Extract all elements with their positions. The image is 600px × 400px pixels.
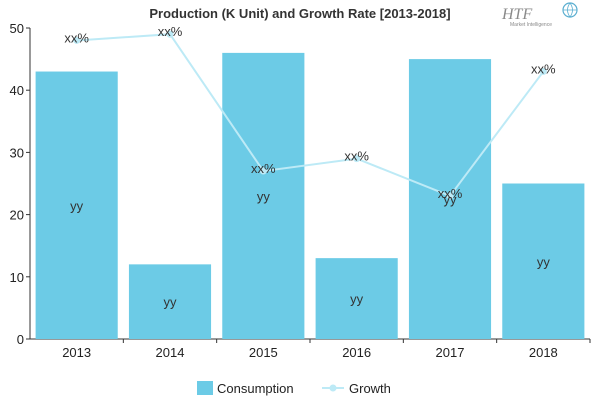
bar-consumption <box>315 258 398 339</box>
bar-value-label: yy <box>350 292 364 307</box>
bar-consumption <box>35 71 118 339</box>
x-tick-label: 2013 <box>62 345 91 360</box>
growth-value-label: xx% <box>64 30 89 45</box>
growth-value-label: xx% <box>344 149 369 164</box>
growth-line-path <box>76 33 545 198</box>
bar-value-label: yy <box>444 192 458 207</box>
growth-line <box>73 30 547 200</box>
logo-subtext: Market Intelligence <box>510 22 552 28</box>
bars <box>35 52 585 339</box>
legend-label-consumption: Consumption <box>217 381 294 396</box>
bar-value-label: yy <box>257 189 271 204</box>
bar-value-label: yy <box>537 254 551 269</box>
y-tick-label: 0 <box>17 332 24 347</box>
x-tick-label: 2017 <box>436 345 465 360</box>
legend-swatch-growth-marker <box>329 384 337 392</box>
y-tick-label: 10 <box>10 270 24 285</box>
y-tick-label: 50 <box>10 21 24 36</box>
y-tick-label: 20 <box>10 208 24 223</box>
bar-consumption <box>222 52 305 339</box>
growth-point <box>73 36 81 44</box>
bar-value-label: yy <box>70 198 84 213</box>
x-tick-label: 2018 <box>529 345 558 360</box>
y-tick-label: 40 <box>10 83 24 98</box>
bar-consumption <box>502 183 585 339</box>
logo: HTF Market Intelligence <box>501 2 578 28</box>
growth-point <box>259 167 267 175</box>
growth-point <box>166 30 174 38</box>
legend: Consumption Growth <box>197 381 391 396</box>
growth-point <box>446 192 454 200</box>
legend-swatch-consumption <box>197 381 213 395</box>
growth-value-label: xx% <box>158 24 183 39</box>
bar-consumption <box>128 264 212 339</box>
bar-value-label: yy <box>164 295 178 310</box>
growth-value-label: xx% <box>531 62 556 77</box>
x-tick-label: 2016 <box>342 345 371 360</box>
legend-label-growth: Growth <box>349 381 391 396</box>
y-tick-label: 30 <box>10 145 24 160</box>
axes: 0 10 20 30 40 50 2013 2014 2015 2016 2017 2018 <box>10 21 591 360</box>
globe-icon-meridian <box>563 2 577 18</box>
growth-value-label: xx% <box>251 161 276 176</box>
growth-value-label: xx% <box>438 186 463 201</box>
chart-title: Production (K Unit) and Growth Rate [201… <box>149 6 450 21</box>
growth-point <box>353 155 361 163</box>
x-tick-label: 2015 <box>249 345 278 360</box>
growth-point <box>539 68 547 76</box>
x-tick-label: 2014 <box>156 345 185 360</box>
logo-text: HTF <box>501 6 532 23</box>
